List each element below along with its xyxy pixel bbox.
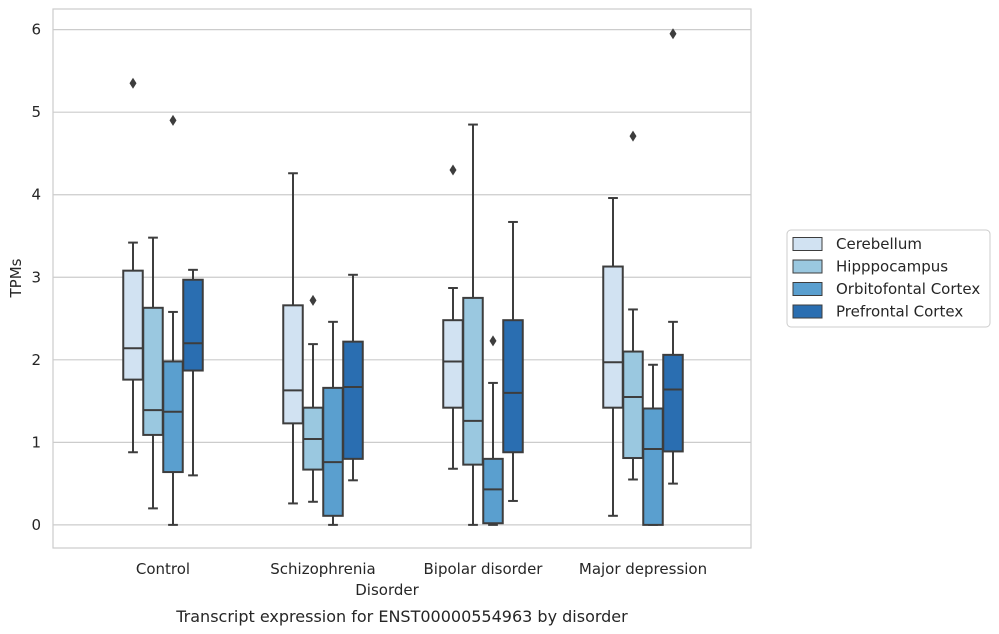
box-body <box>442 319 464 409</box>
box-1-0 <box>282 172 304 505</box>
outlier-0 <box>309 294 317 306</box>
legend-swatch <box>792 259 823 274</box>
box-1-2 <box>322 320 344 526</box>
legend-label: Hipppocampus <box>836 258 948 276</box>
box-3-3 <box>662 28 684 485</box>
box-body <box>502 319 524 454</box>
box-1-3 <box>342 273 364 482</box>
box-group-0 <box>122 77 204 526</box>
box-body <box>462 296 484 466</box>
box-body <box>322 386 344 517</box>
legend-swatch <box>792 282 823 296</box>
y-tick-labels: 0 1 2 3 4 5 6 <box>31 21 41 534</box>
outlier-0 <box>629 130 637 142</box>
box-1-1 <box>302 294 324 503</box>
legend-item-2: Orbitofontal Cortex <box>792 280 980 298</box>
x-tick-label-0: Control <box>136 560 190 578</box>
box-group-3 <box>602 28 684 526</box>
box-body <box>182 278 204 372</box>
x-tick-labels: Control Schizophrenia Bipolar disorder Majo… <box>136 560 707 578</box>
y-tick-label-1: 1 <box>31 433 41 451</box>
box-groups <box>122 28 684 526</box>
legend: Cerebellum Hipppocampus Orbitofontal Corte… <box>786 229 991 328</box>
legend-frame <box>786 229 991 328</box>
outlier-0 <box>169 114 177 126</box>
box-3-0 <box>602 197 624 517</box>
box-2-2 <box>482 335 504 526</box>
legend-item-0: Cerebellum <box>792 235 922 253</box>
legend-swatch <box>792 237 823 251</box>
box-body <box>342 340 364 460</box>
legend-label: Cerebellum <box>836 235 922 253</box>
x-axis-title: Disorder <box>355 581 419 599</box>
legend-swatch <box>792 304 823 319</box>
y-tick-label-4: 4 <box>31 186 41 204</box>
box-0-3 <box>182 268 204 477</box>
box-body <box>282 304 304 425</box>
y-tick-label-0: 0 <box>31 516 41 534</box>
box-body <box>122 269 144 381</box>
x-tick-label-3: Major depression <box>579 560 707 578</box>
box-body <box>642 407 664 526</box>
box-body <box>162 360 184 474</box>
legend-item-1: Hipppocampus <box>792 258 948 276</box>
box-2-1 <box>462 123 484 526</box>
box-body <box>602 265 624 409</box>
legend-label: Prefrontal Cortex <box>836 303 963 321</box>
box-3-1 <box>622 130 644 481</box>
figure-caption: Transcript expression for ENST0000055496… <box>175 607 628 626</box>
y-tick-label-6: 6 <box>31 21 41 39</box>
y-axis-title: TPMs <box>7 258 25 298</box>
outlier-0 <box>449 164 457 176</box>
box-2-3 <box>502 220 524 502</box>
outlier-0 <box>489 335 497 347</box>
x-tick-label-1: Schizophrenia <box>270 560 375 578</box>
outlier-0 <box>129 77 137 89</box>
y-tick-label-5: 5 <box>31 103 41 121</box>
box-body <box>622 350 644 460</box>
box-3-2 <box>642 363 664 526</box>
outlier-0 <box>669 28 677 40</box>
plot-frame <box>52 8 752 549</box>
box-group-2 <box>442 123 524 526</box>
x-tick-label-2: Bipolar disorder <box>424 560 544 578</box>
legend-label: Orbitofontal Cortex <box>836 280 980 298</box>
legend-item-3: Prefrontal Cortex <box>792 303 963 321</box>
y-tick-label-2: 2 <box>31 351 41 369</box>
y-tick-label-3: 3 <box>31 268 41 286</box>
box-0-1 <box>142 236 164 510</box>
box-body <box>142 306 164 436</box>
box-group-1 <box>282 172 364 526</box>
box-body <box>482 457 504 525</box>
box-0-2 <box>162 114 184 526</box>
box-body <box>662 353 684 453</box>
